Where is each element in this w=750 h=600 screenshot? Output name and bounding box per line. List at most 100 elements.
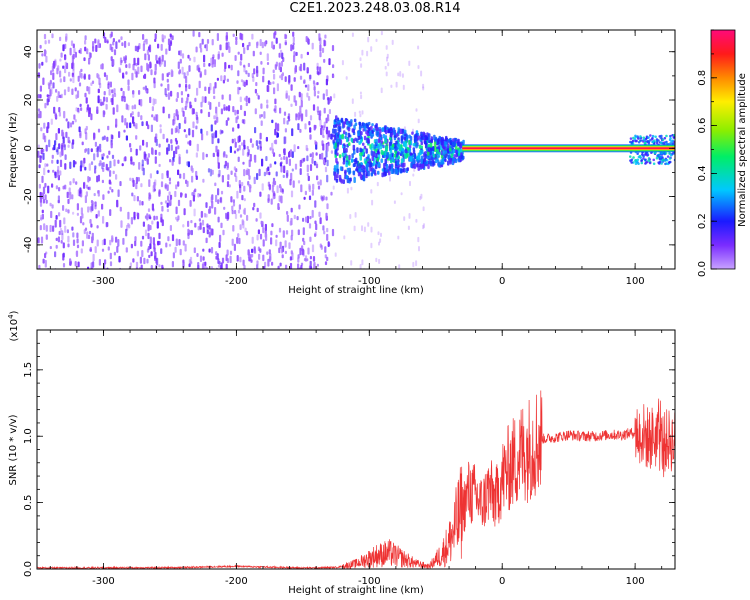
spectrogram-cell [147, 246, 150, 251]
spectrogram-cell [322, 159, 326, 165]
spectrogram-cell [455, 152, 458, 158]
spectrogram-cell [204, 96, 207, 104]
spectrogram-cell [217, 173, 220, 178]
spectrogram-cell [105, 97, 108, 103]
spectrogram-cell [361, 164, 365, 169]
spectrogram-cell [400, 192, 403, 196]
spectrogram-cell [412, 143, 416, 147]
spectrogram-cell [285, 90, 288, 96]
spectrogram-cell [629, 137, 633, 140]
spectrogram-cell [352, 170, 355, 174]
spectrogram-cell [112, 59, 115, 66]
spectrogram-cell [325, 117, 328, 124]
spectrogram-cell [54, 140, 57, 146]
spectrogram-cell [231, 205, 234, 211]
spectrogram-cell [219, 197, 222, 203]
spectrogram-cell [136, 196, 139, 202]
spectrogram-cell [322, 143, 325, 151]
spectrogram-cell [348, 171, 351, 175]
spectrogram-cell [132, 161, 135, 166]
spectrogram-cell [133, 195, 136, 202]
spectrogram-cell [122, 237, 125, 245]
spectrogram-cell [221, 94, 224, 100]
spectrogram-cell [80, 73, 83, 79]
spectrogram-cell [398, 145, 402, 151]
spectrogram-cell [217, 199, 220, 205]
y-tick-label: -40 [23, 237, 34, 253]
spectrogram-cell [84, 195, 87, 204]
spectrogram-cell [283, 155, 286, 161]
spectrogram-cell [201, 38, 204, 45]
spectrogram-cell [50, 118, 53, 125]
spectrogram-cell [69, 191, 72, 200]
spectrogram-cell [89, 206, 92, 211]
spectrogram-cell [200, 47, 203, 53]
spectrogram-cell [418, 154, 421, 161]
spectrogram-cell [115, 236, 118, 243]
spectrogram-cell [201, 219, 205, 226]
spectrogram-cell [175, 206, 178, 215]
spectrogram-cell [243, 169, 246, 177]
spectrogram-cell [385, 45, 388, 50]
spectrogram-cell [281, 52, 284, 60]
spectrogram-cell [316, 66, 319, 71]
spectrogram-cell [312, 104, 316, 111]
spectrogram-cell [308, 195, 312, 201]
spectrogram-cell [153, 247, 156, 253]
spectrogram-cell [239, 224, 242, 230]
spectrogram-cell [378, 241, 380, 246]
spectrogram-cell [306, 67, 309, 72]
spectrogram-cell [642, 155, 645, 158]
spectrogram-cell [309, 255, 312, 260]
spectrogram-cell [657, 139, 660, 142]
spectrogram-cell [217, 264, 221, 268]
spectrogram-cell [226, 249, 229, 256]
spectrogram-cell [288, 151, 291, 158]
spectrogram-cell [320, 125, 323, 129]
spectrogram-cell [438, 135, 441, 140]
spectrogram-cell [85, 184, 89, 189]
spectrogram-cell [350, 260, 353, 266]
spectrogram-cell [109, 186, 112, 190]
spectrogram-cell [151, 106, 154, 112]
spectrogram-cell [341, 134, 344, 139]
spectrogram-cell [89, 52, 92, 58]
spectrogram-cell [101, 156, 104, 160]
spectrogram-cell [404, 129, 407, 135]
spectrogram-cell [319, 153, 322, 160]
spectrogram-cell [146, 258, 149, 264]
spectrogram-cell [236, 109, 239, 115]
spectrogram-cell [158, 264, 161, 268]
spectrogram-cell [47, 82, 50, 86]
spectrogram-cell [96, 106, 99, 114]
spectrogram-cell [129, 122, 132, 129]
spectrogram-cell [377, 231, 380, 236]
spectrogram-cell [379, 128, 382, 134]
spectrogram-cell [444, 146, 447, 150]
spectrogram-cell [195, 114, 198, 121]
spectrogram-cell [149, 173, 152, 179]
spectrogram-cell [324, 34, 327, 39]
spectrogram-cell [277, 265, 280, 269]
spectrogram-cell [306, 215, 309, 224]
spectrogram-cell [107, 246, 110, 251]
spectrogram-cell [314, 233, 317, 238]
spectrogram-cell [97, 40, 100, 49]
spectrogram-cell [234, 213, 238, 220]
spectrogram-cell [289, 256, 292, 261]
spectrogram-cell [154, 179, 157, 186]
spectrogram-cell [46, 126, 49, 134]
spectrogram-cell [90, 223, 93, 228]
spectrogram-cell [292, 36, 295, 43]
spectrogram-cell [47, 185, 50, 194]
spectrogram-cell [84, 92, 87, 98]
spectrogram-cell [83, 182, 86, 189]
spectrogram-cell [231, 210, 234, 215]
spectrogram-cell [236, 148, 239, 152]
snr-y-axis: 0.00.51.01.5 [23, 329, 675, 577]
spectrogram-cell [218, 169, 221, 177]
spectrogram-cell [390, 127, 393, 133]
spectrogram-cell [338, 154, 342, 158]
spectrogram-cell [202, 248, 205, 252]
spectrogram-cell [403, 216, 406, 222]
